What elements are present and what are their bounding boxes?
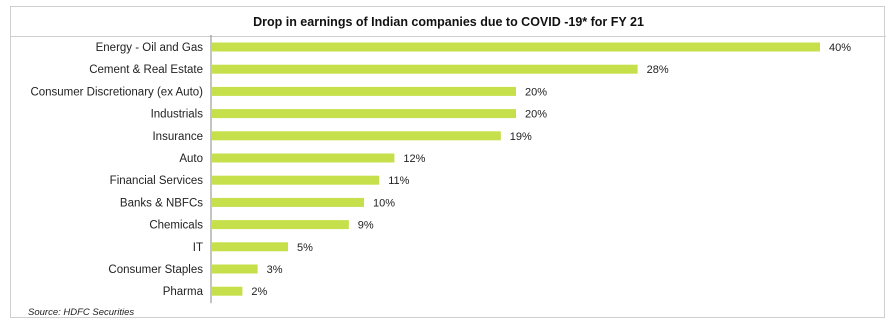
bar — [212, 64, 638, 74]
category-label: Consumer Discretionary (ex Auto) — [30, 86, 203, 98]
category-label: IT — [193, 242, 203, 254]
category-label: Industrials — [151, 109, 204, 121]
data-label: 10% — [373, 197, 395, 209]
bar — [212, 175, 380, 185]
data-label: 28% — [647, 64, 669, 76]
category-label: Banks & NBFCs — [120, 197, 203, 209]
data-label: 3% — [267, 264, 283, 276]
category-label: Consumer Staples — [108, 264, 203, 276]
bar — [212, 264, 258, 274]
bar — [212, 220, 349, 230]
data-label: 2% — [251, 286, 267, 298]
bar — [212, 286, 243, 296]
data-label: 9% — [358, 220, 374, 232]
bar — [212, 86, 516, 96]
bar — [212, 109, 516, 119]
category-label: Cement & Real Estate — [89, 64, 203, 76]
data-label: 20% — [525, 86, 547, 98]
data-label: 12% — [403, 153, 425, 165]
category-label: Energy - Oil and Gas — [96, 42, 204, 54]
bar — [212, 42, 820, 52]
data-label: 20% — [525, 109, 547, 121]
bar — [212, 197, 364, 207]
chart-frame: Drop in earnings of Indian companies due… — [10, 6, 886, 318]
category-label: Auto — [179, 153, 203, 165]
data-label: 5% — [297, 242, 313, 254]
category-label: Chemicals — [149, 220, 203, 232]
data-label: 40% — [829, 42, 851, 54]
bar — [212, 242, 288, 252]
bar — [212, 153, 395, 163]
category-label: Insurance — [152, 131, 203, 143]
data-label: 11% — [388, 175, 409, 187]
chart-source: Source: HDFC Securities — [28, 307, 135, 318]
bar — [212, 131, 501, 141]
chart-title: Drop in earnings of Indian companies due… — [11, 7, 886, 37]
category-label: Financial Services — [110, 175, 204, 187]
category-label: Pharma — [163, 286, 204, 298]
data-label: 19% — [510, 131, 532, 143]
